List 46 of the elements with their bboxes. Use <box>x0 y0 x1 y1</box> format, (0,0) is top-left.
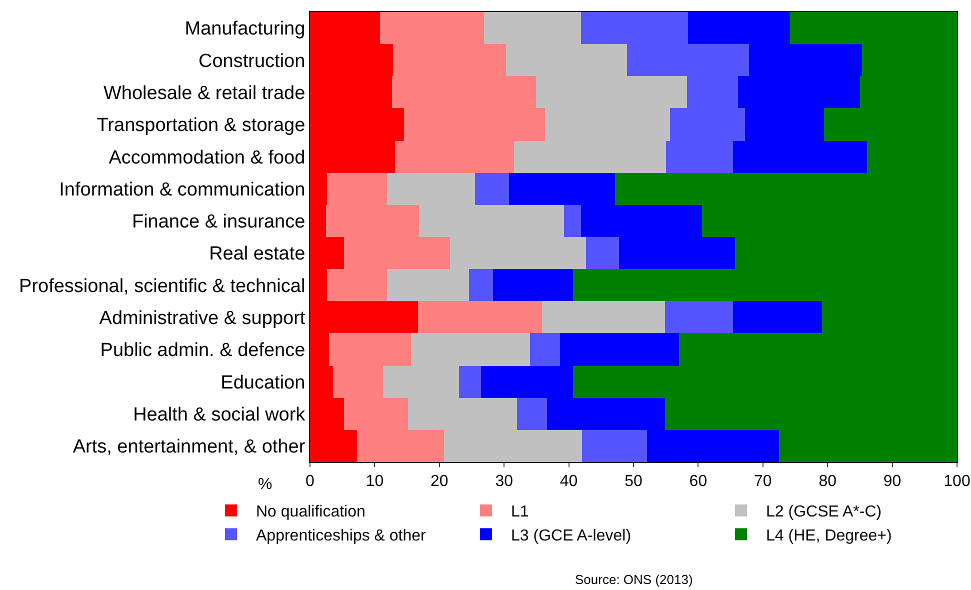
x-tick-label: 100 <box>944 473 970 490</box>
x-tick-label: 70 <box>754 473 772 490</box>
y-tick-label: Finance & insurance <box>132 212 306 233</box>
bar <box>493 269 573 301</box>
legend-label: L4 (HE, Degree+) <box>766 527 892 544</box>
y-tick-label: Transportation & storage <box>96 115 306 136</box>
x-tick-label: 90 <box>883 473 902 490</box>
bar <box>475 173 509 205</box>
x-tick-label: 80 <box>818 473 837 490</box>
bar <box>582 430 647 462</box>
bar <box>564 205 581 237</box>
bar <box>733 301 822 333</box>
y-tick-label: Public admin. & defence <box>100 340 306 362</box>
legend-label: L1 <box>511 504 529 521</box>
y-tick-label: Construction <box>198 50 306 72</box>
legend-label: No qualification <box>256 504 366 521</box>
legend-label: L3 (GCE A-level) <box>511 527 632 544</box>
bar <box>530 333 560 366</box>
bar <box>517 398 547 430</box>
legend-label: Apprenticeships & other <box>256 527 427 544</box>
y-tick-label: Information & communication <box>59 179 306 200</box>
y-tick-label: Arts, entertainment, & other <box>72 436 306 458</box>
y-tick-label: Accommodation & food <box>108 147 306 168</box>
x-tick-label: 30 <box>495 473 514 490</box>
x-tick-label: 40 <box>560 473 578 490</box>
y-tick-label: Wholesale & retail trade <box>103 83 306 104</box>
y-tick-label: Education <box>220 372 306 394</box>
x-tick-label: 50 <box>624 473 642 490</box>
bar <box>469 269 493 301</box>
x-tick-label: 20 <box>430 473 448 490</box>
y-tick-label: Real estate <box>209 244 306 265</box>
bar <box>542 301 665 333</box>
bar <box>665 301 733 333</box>
y-tick-label: Health & social work <box>133 404 306 426</box>
y-tick-label: Professional, scientific & technical <box>19 276 306 297</box>
source-note: Source: ONS (2013) <box>575 572 693 587</box>
x-axis-title: % <box>258 476 272 493</box>
x-tick-label: 10 <box>366 473 384 490</box>
x-tick-label: 0 <box>306 473 315 490</box>
bar <box>586 237 619 269</box>
y-tick-label: Manufacturing <box>184 18 306 40</box>
legend-label: L2 (GCSE A*-C) <box>766 504 882 521</box>
bar <box>459 366 481 398</box>
y-tick-label: Administrative & support <box>99 308 306 330</box>
bar <box>418 301 542 333</box>
x-tick-label: 60 <box>689 473 708 490</box>
